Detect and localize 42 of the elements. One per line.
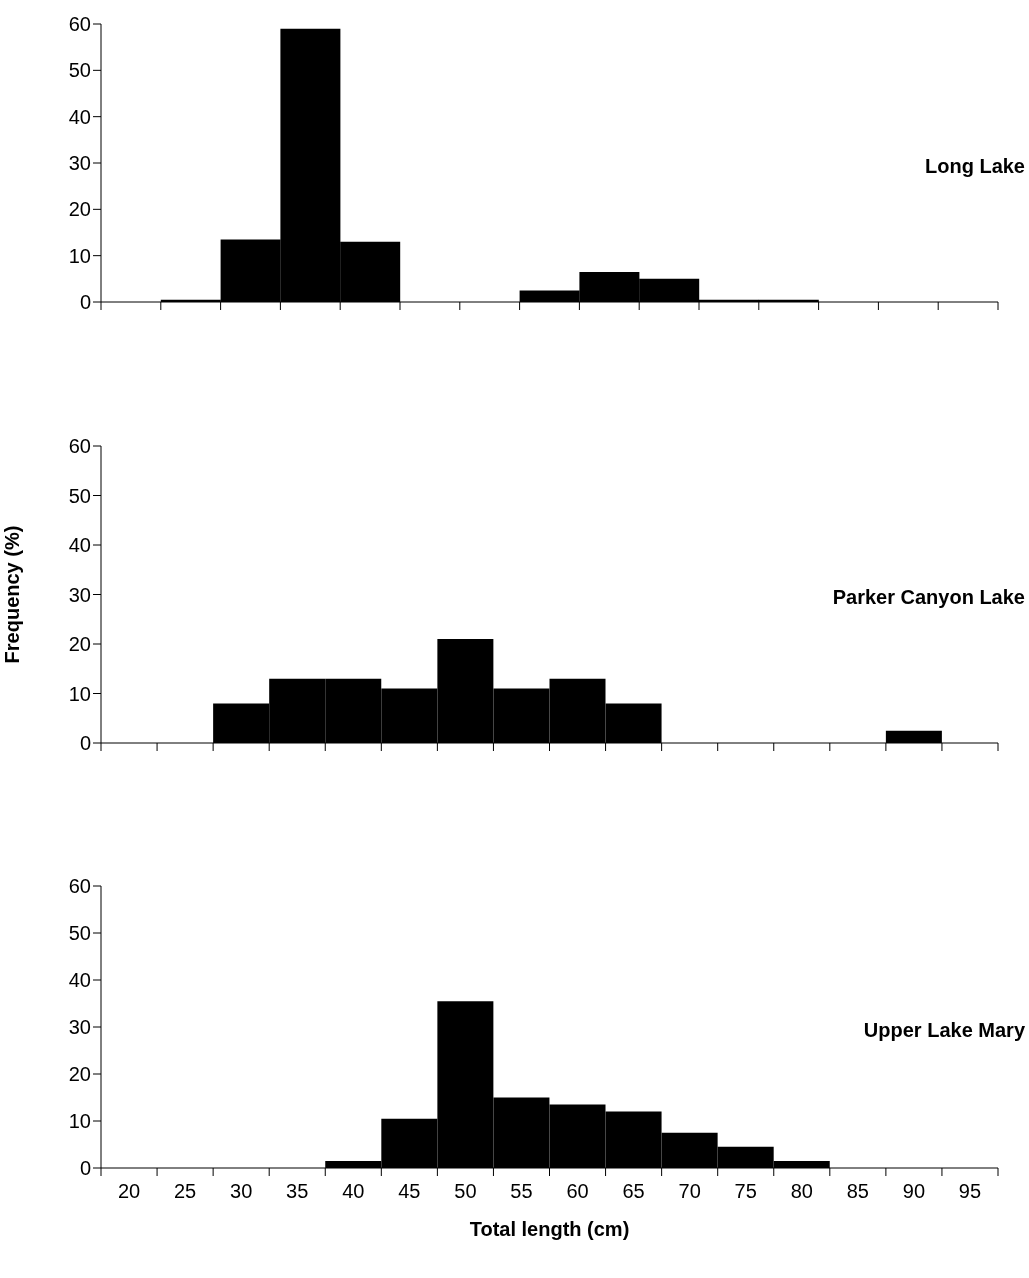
text: Upper Lake Mary [863, 1018, 1025, 1042]
x-tick-label: 85 [846, 1180, 869, 1202]
y-tick-label: 20 [68, 198, 91, 221]
x-tick-label: 20 [117, 1180, 141, 1202]
text: Long Lake [924, 154, 1025, 178]
y-tick-label: 30 [68, 583, 91, 606]
y-tick-label: 20 [68, 1063, 91, 1086]
x-tick-label: 70 [678, 1180, 701, 1202]
y-tick-label: 60 [68, 13, 91, 36]
x-tick-label: 95 [958, 1180, 982, 1202]
x-tick-label: 25 [173, 1180, 197, 1202]
y-axis-title: Frequency (%) [1, 525, 24, 664]
y-tick-label: 60 [68, 875, 91, 898]
y-tick-label: 40 [68, 969, 91, 992]
y-tick-label: 10 [68, 1110, 91, 1133]
x-tick-label: 80 [790, 1180, 813, 1202]
y-tick-label: 50 [68, 484, 91, 507]
x-tick-label: 40 [342, 1180, 365, 1202]
x-tick-label: 35 [286, 1180, 309, 1202]
x-tick-label: 75 [734, 1180, 757, 1202]
y-tick-label: 0 [79, 291, 91, 314]
y-tick-label: 20 [68, 633, 91, 656]
x-tick-label: 60 [566, 1180, 589, 1202]
y-tick-label: 0 [79, 732, 91, 755]
x-tick-label: 50 [454, 1180, 477, 1202]
y-tick-label: 50 [68, 922, 91, 945]
y-tick-label: 50 [68, 59, 91, 82]
y-tick-label: 10 [68, 244, 91, 267]
x-tick-label: 30 [230, 1180, 253, 1202]
x-axis-title: Total length (cm) [469, 1218, 630, 1240]
text: Parker Canyon Lake [832, 585, 1025, 609]
x-tick-label: 55 [510, 1180, 533, 1202]
y-tick-label: 40 [68, 105, 91, 128]
y-tick-label: 40 [68, 534, 91, 557]
x-tick-label: 90 [902, 1180, 926, 1202]
y-tick-label: 0 [79, 1157, 91, 1180]
y-tick-label: 30 [68, 1016, 91, 1039]
y-tick-label: 30 [68, 152, 91, 175]
y-tick-label: 10 [68, 682, 91, 705]
y-tick-label: 60 [68, 435, 91, 458]
x-tick-label: 45 [398, 1180, 421, 1202]
x-tick-label: 65 [622, 1180, 645, 1202]
